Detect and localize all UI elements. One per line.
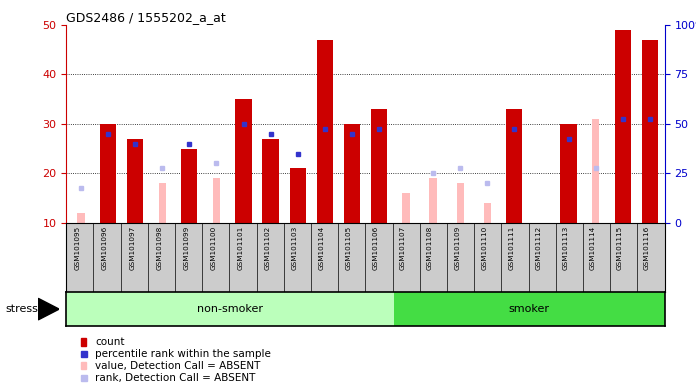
Text: GSM101102: GSM101102: [264, 226, 271, 270]
Bar: [159, 183, 166, 223]
Bar: [186, 178, 193, 223]
Text: GSM101100: GSM101100: [210, 226, 216, 270]
Text: GDS2486 / 1555202_a_at: GDS2486 / 1555202_a_at: [66, 12, 226, 25]
Bar: [317, 40, 333, 223]
Text: GSM101107: GSM101107: [400, 226, 406, 270]
Text: rank, Detection Call = ABSENT: rank, Detection Call = ABSENT: [95, 372, 255, 382]
Text: GSM101112: GSM101112: [535, 226, 541, 270]
Bar: [100, 124, 116, 223]
Bar: [484, 203, 491, 223]
Text: GSM101095: GSM101095: [75, 226, 81, 270]
Text: GSM101113: GSM101113: [562, 226, 569, 270]
Text: GSM101116: GSM101116: [644, 226, 650, 270]
Bar: [66, 292, 394, 326]
Bar: [290, 168, 306, 223]
Text: GSM101108: GSM101108: [427, 226, 433, 270]
Bar: [506, 109, 523, 223]
Bar: [592, 119, 599, 223]
Text: smoker: smoker: [509, 304, 550, 314]
Bar: [262, 139, 278, 223]
Bar: [394, 292, 665, 326]
Text: GSM101099: GSM101099: [183, 226, 189, 270]
Text: GSM101103: GSM101103: [292, 226, 298, 270]
Bar: [565, 178, 572, 223]
Text: GSM101101: GSM101101: [237, 226, 244, 270]
Text: GSM101109: GSM101109: [454, 226, 460, 270]
Text: count: count: [95, 337, 125, 347]
Bar: [127, 139, 143, 223]
Text: GSM101110: GSM101110: [481, 226, 487, 270]
Text: GSM101097: GSM101097: [129, 226, 135, 270]
Text: GSM101106: GSM101106: [373, 226, 379, 270]
Bar: [642, 40, 658, 223]
Text: GSM101115: GSM101115: [617, 226, 623, 270]
Text: GSM101096: GSM101096: [102, 226, 108, 270]
Text: value, Detection Call = ABSENT: value, Detection Call = ABSENT: [95, 361, 260, 371]
Bar: [81, 362, 86, 369]
Bar: [235, 99, 252, 223]
Bar: [81, 338, 86, 346]
Text: GSM101111: GSM101111: [508, 226, 514, 270]
Bar: [402, 193, 410, 223]
Text: GSM101114: GSM101114: [590, 226, 596, 270]
Text: stress: stress: [6, 304, 38, 314]
Text: percentile rank within the sample: percentile rank within the sample: [95, 349, 271, 359]
Bar: [344, 124, 360, 223]
Bar: [615, 30, 631, 223]
Bar: [371, 109, 387, 223]
Text: non-smoker: non-smoker: [197, 304, 263, 314]
Text: GSM101104: GSM101104: [319, 226, 325, 270]
Polygon shape: [38, 298, 59, 320]
Bar: [77, 213, 85, 223]
Bar: [429, 178, 437, 223]
Bar: [181, 149, 198, 223]
Bar: [457, 183, 464, 223]
Text: GSM101105: GSM101105: [346, 226, 352, 270]
Text: GSM101098: GSM101098: [157, 226, 162, 270]
Bar: [213, 178, 220, 223]
Bar: [560, 124, 577, 223]
